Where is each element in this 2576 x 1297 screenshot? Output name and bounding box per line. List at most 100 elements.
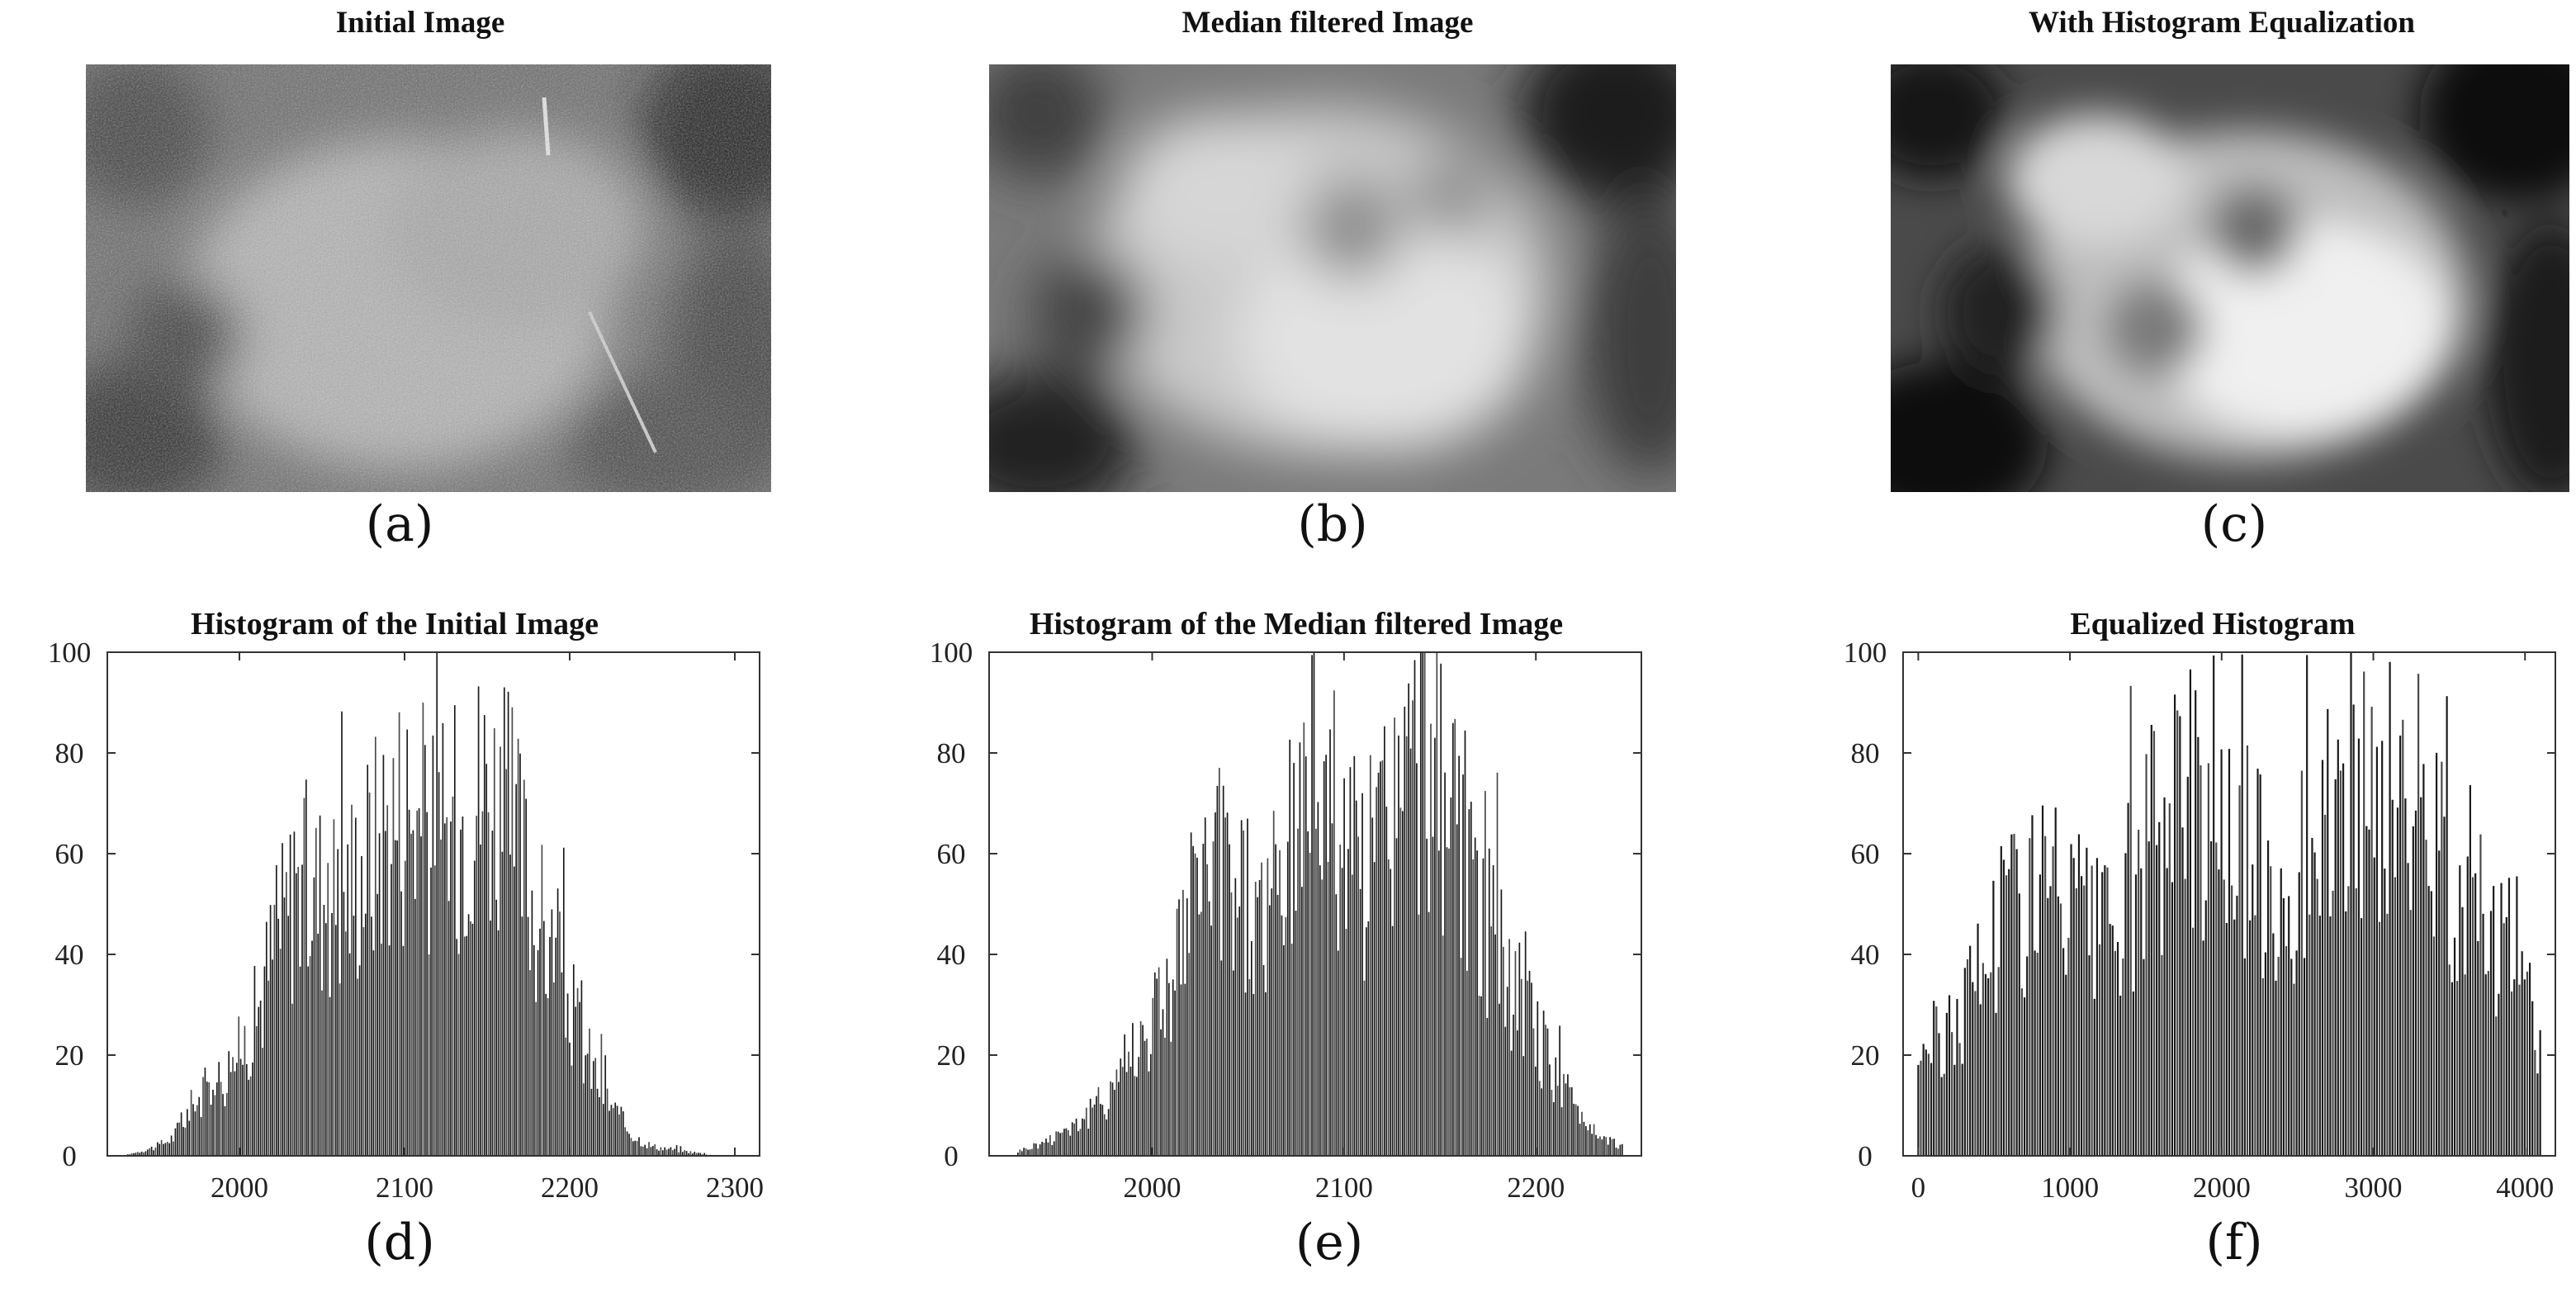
histogram-bar	[295, 873, 297, 1156]
histogram-bar	[2161, 954, 2163, 1156]
histogram-bar	[1367, 921, 1370, 1156]
histogram-bar	[1057, 1131, 1059, 1156]
histogram-bar	[1361, 793, 1363, 1156]
histogram-bar	[1146, 1039, 1148, 1156]
histogram-bar	[2191, 927, 2195, 1156]
histogram-bar	[1953, 1064, 1956, 1156]
histogram-bar	[392, 758, 395, 1156]
histogram-bar	[2300, 770, 2303, 1156]
histogram-bar	[1945, 1012, 1948, 1156]
histogram-bar	[438, 772, 440, 1156]
histogram-bar	[2531, 1001, 2534, 1156]
histogram-bar	[636, 1141, 638, 1156]
histogram-bar	[1327, 861, 1329, 1156]
histogram-bar	[1190, 832, 1192, 1156]
histogram-bar	[2339, 770, 2342, 1156]
histogram-bar	[1210, 925, 1212, 1156]
histogram-bar	[242, 1064, 244, 1156]
histogram-bar	[198, 1096, 201, 1156]
histogram-bar	[1229, 844, 1230, 1156]
histogram-bar	[2446, 696, 2448, 1156]
histogram-bar	[1107, 1109, 1110, 1156]
histogram-bar	[1504, 1026, 1507, 1156]
histogram-bar	[485, 764, 488, 1156]
y-tick-label: 40	[1851, 939, 1880, 971]
histogram-bar	[1366, 927, 1367, 1156]
histogram-bar	[222, 1094, 224, 1156]
histogram-bar	[1047, 1142, 1049, 1156]
histogram-bar	[2138, 829, 2140, 1156]
histogram-bar	[1508, 939, 1510, 1156]
histogram-bar	[1176, 908, 1178, 1156]
histogram-bar	[2350, 652, 2352, 1156]
histogram-bar	[1218, 768, 1220, 1156]
histogram-bar	[1101, 1105, 1104, 1156]
histogram-bar	[1180, 984, 1182, 1156]
histogram-bar	[192, 1104, 194, 1156]
histogram-bar	[1401, 811, 1404, 1156]
histogram-bar	[2241, 654, 2243, 1156]
histogram-bar	[566, 993, 569, 1156]
histogram-bar	[1527, 980, 1528, 1156]
histogram-equalized-image	[1891, 64, 2569, 492]
histogram-bar	[2072, 858, 2075, 1156]
histogram-bar	[1601, 1139, 1603, 1156]
histogram-bar	[2518, 984, 2521, 1156]
histogram-bar	[1593, 1124, 1595, 1156]
histogram-bar	[1106, 1119, 1108, 1156]
histogram-bar	[2313, 852, 2316, 1156]
histogram-bar	[480, 844, 481, 1156]
histogram-bar	[354, 817, 357, 1156]
histogram-bar	[2368, 829, 2370, 1156]
histogram-bar	[2427, 886, 2430, 1156]
x-tick-label: 1000	[2041, 1172, 2099, 1204]
histogram-bar	[2479, 834, 2482, 1156]
histogram-bar	[2487, 971, 2489, 1156]
histogram-bar	[1039, 1144, 1041, 1156]
histogram-bar	[618, 1114, 620, 1156]
histogram-bar	[585, 1055, 587, 1156]
histogram-bar	[1251, 940, 1252, 1156]
histogram-bar	[1480, 996, 1482, 1156]
histogram-bar	[1422, 652, 1424, 1156]
histogram-bar	[2213, 655, 2215, 1156]
histogram-bar	[2412, 826, 2414, 1156]
histogram-bar	[517, 738, 519, 1156]
histogram-bar	[1152, 997, 1154, 1156]
histogram-bar	[1186, 898, 1188, 1156]
histogram-bar	[163, 1143, 164, 1156]
histogram-bar	[1162, 1009, 1164, 1156]
histogram-bar	[311, 940, 313, 1156]
histogram-bar	[2474, 873, 2477, 1156]
histogram-bar	[604, 1055, 607, 1156]
histogram-bar	[1531, 982, 1532, 1156]
histogram-bar	[1272, 811, 1275, 1156]
caption-b: (b)	[1297, 495, 1368, 553]
histogram-bar	[334, 925, 337, 1156]
histogram-bar	[406, 729, 409, 1156]
histogram-bar	[2077, 834, 2081, 1156]
histogram-bar	[1943, 1073, 1945, 1156]
chart-title: Histogram of the Median filtered Image	[1030, 607, 1563, 641]
chart-title: Equalized Histogram	[2070, 607, 2355, 641]
histogram-bar	[684, 1150, 686, 1156]
histogram-bar	[344, 931, 347, 1156]
histogram-bar	[259, 1000, 262, 1156]
histogram-bar	[495, 899, 498, 1156]
histogram-bar	[2256, 769, 2259, 1156]
histogram-bar	[206, 1082, 208, 1156]
histogram-bar	[1345, 929, 1347, 1156]
histogram-bar	[2088, 955, 2091, 1156]
histogram-bar	[2233, 919, 2236, 1156]
histogram-bar	[2272, 933, 2275, 1156]
histogram-bar	[2173, 694, 2176, 1156]
histogram-bar	[1194, 853, 1196, 1156]
histogram-bar	[1290, 943, 1293, 1156]
histogram-bar	[174, 1128, 177, 1156]
histogram-bar	[624, 1127, 627, 1156]
histogram-bar	[1051, 1144, 1054, 1156]
histogram-bar	[2002, 859, 2005, 1156]
histogram-bar	[135, 1153, 137, 1156]
histogram-bar	[2041, 805, 2044, 1156]
histogram-bar	[1114, 1090, 1115, 1156]
